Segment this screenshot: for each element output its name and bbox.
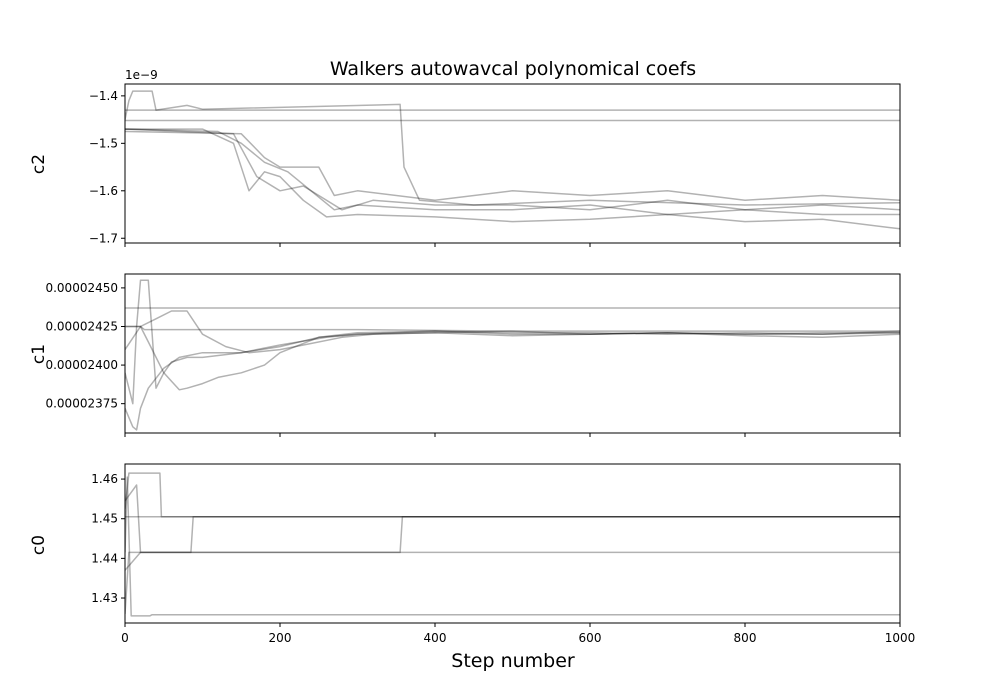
c2-y-tick-label: −1.6 bbox=[89, 184, 118, 198]
c1-y-tick-label: 0.00002425 bbox=[45, 319, 118, 333]
c0-y-tick-label: 1.44 bbox=[91, 551, 118, 565]
chart-title: Walkers autowavcal polynomical coefs bbox=[330, 58, 696, 80]
c1-walker-4 bbox=[125, 325, 900, 391]
x-tick-label: 800 bbox=[734, 631, 757, 645]
c1-y-tick-label: 0.00002375 bbox=[45, 397, 118, 411]
c1-walker-1 bbox=[125, 325, 900, 332]
c1-walker-3 bbox=[125, 330, 900, 431]
x-axis-label: Step number bbox=[451, 650, 575, 672]
x-tick-label: 1000 bbox=[885, 631, 916, 645]
c2-walker-3 bbox=[125, 128, 900, 230]
x-tick-label: 400 bbox=[424, 631, 447, 645]
x-tick-label: 600 bbox=[579, 631, 602, 645]
c2-walker-2 bbox=[125, 90, 900, 206]
x-tick-label: 0 bbox=[121, 631, 129, 645]
c0-y-tick-label: 1.46 bbox=[91, 472, 118, 486]
c2-y-tick-label: −1.4 bbox=[89, 89, 118, 103]
y-axis-label-c2: c2 bbox=[29, 154, 49, 174]
y-axis-label-c1: c1 bbox=[29, 344, 49, 364]
c2-walker-4 bbox=[125, 128, 900, 211]
c2-plot-frame bbox=[124, 83, 901, 244]
c0-walker-1 bbox=[125, 472, 900, 518]
c2-walker-5 bbox=[125, 130, 900, 202]
panel-c0: c0 1.46 1.45 1.44 1.43 0 200 400 600 800 1000 bbox=[29, 463, 916, 645]
c1-walker-2 bbox=[125, 279, 900, 405]
c1-walker-5 bbox=[125, 310, 900, 354]
c0-walker-3 bbox=[125, 515, 900, 614]
panel-c2: c2 1e−9 −1.4 −1.5 −1.6 −1.7 bbox=[29, 68, 901, 247]
c0-plot-frame bbox=[124, 463, 901, 624]
c1-plot-frame bbox=[124, 273, 901, 434]
c0-y-tick-label: 1.45 bbox=[91, 512, 118, 526]
x-tick-label: 200 bbox=[269, 631, 292, 645]
offset-text-c2: 1e−9 bbox=[125, 68, 158, 82]
panel-c1: c1 0.00002450 0.00002425 0.00002400 0.00002… bbox=[29, 273, 901, 437]
c2-y-tick-label: −1.5 bbox=[89, 136, 118, 150]
c0-walker-4 bbox=[125, 515, 900, 571]
c2-y-tick-label: −1.7 bbox=[89, 231, 118, 245]
c1-y-tick-label: 0.00002450 bbox=[45, 281, 118, 295]
c0-y-tick-label: 1.43 bbox=[91, 591, 118, 605]
c1-y-tick-label: 0.00002400 bbox=[45, 358, 118, 372]
c0-walker-2 bbox=[125, 484, 900, 554]
c2-walker-6 bbox=[125, 128, 900, 216]
c0-walker-5 bbox=[125, 476, 900, 617]
y-axis-label-c0: c0 bbox=[29, 535, 49, 555]
